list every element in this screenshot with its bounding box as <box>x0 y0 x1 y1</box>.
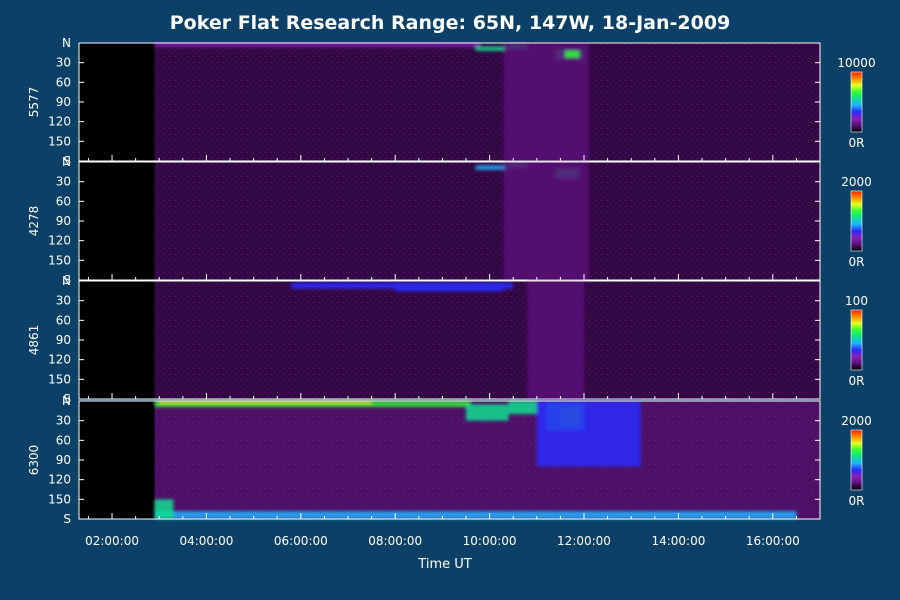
panel-wavelength-label: 6300 <box>27 445 41 476</box>
y-tick-label: N <box>62 274 71 288</box>
panel-wavelength-label: 4278 <box>27 206 41 237</box>
keogram-panels: N 30 60 90 120 150 S 5577 10000 0R N 30 60 90 120 150 S 4… <box>27 36 876 526</box>
y-tick-label: 60 <box>56 313 71 327</box>
y-tick-label: 150 <box>48 134 71 148</box>
y-tick-label: 30 <box>56 294 71 308</box>
x-tick-label: 12:00:00 <box>557 534 611 548</box>
scale-max-label: 2000 <box>841 414 872 428</box>
emission-feature <box>154 499 174 519</box>
emission-feature <box>503 43 589 161</box>
scale-max-label: 2000 <box>841 175 872 189</box>
x-tick-label: 02:00:00 <box>85 534 139 548</box>
y-tick-label: 120 <box>48 115 71 129</box>
y-tick-label: 150 <box>48 372 71 386</box>
y-tick-label: N <box>62 155 71 169</box>
y-tick-label: S <box>63 154 71 168</box>
emission-feature <box>536 401 641 467</box>
y-tick-label: 30 <box>56 414 71 428</box>
time-axis: 02:00:00 04:00:00 06:00:00 08:00:00 10:00:00… <box>85 534 800 548</box>
y-tick-label: 150 <box>48 253 71 267</box>
y-tick-label: S <box>63 392 71 406</box>
y-tick-label: 60 <box>56 433 71 447</box>
color-scale-bar <box>850 429 863 491</box>
y-tick-label: 30 <box>56 56 71 70</box>
emission-feature <box>565 50 580 58</box>
scale-min-label: 0R <box>849 494 865 508</box>
emission-feature <box>466 404 509 421</box>
x-tick-label: 16:00:00 <box>746 534 800 548</box>
emission-feature <box>159 401 372 404</box>
y-tick-label: 90 <box>56 214 71 228</box>
scale-min-label: 0R <box>849 374 865 388</box>
scale-min-label: 0R <box>849 255 865 269</box>
emission-features <box>154 401 797 519</box>
y-tick-label: 120 <box>48 353 71 367</box>
emission-feature <box>154 511 797 519</box>
y-tick-label: N <box>62 394 71 408</box>
panel-4278: N 30 60 90 120 150 S 4278 2000 0R <box>27 155 872 287</box>
emission-feature <box>154 401 471 407</box>
color-scale-bar <box>850 309 863 371</box>
y-tick-label: S <box>63 512 71 526</box>
emission-feature <box>503 162 589 280</box>
emission-noise <box>154 43 820 161</box>
x-tick-label: 04:00:00 <box>179 534 233 548</box>
y-tick-label: S <box>63 273 71 287</box>
x-tick-label: 14:00:00 <box>651 534 705 548</box>
y-tick-label: N <box>62 36 71 50</box>
color-scale-bar <box>850 71 863 133</box>
emission-features <box>291 281 585 399</box>
emission-feature <box>475 165 509 170</box>
panel-5577: N 30 60 90 120 150 S 5577 10000 0R <box>27 36 876 168</box>
emission-feature <box>291 282 514 289</box>
chart-title: Poker Flat Research Range: 65N, 147W, 18… <box>170 12 731 34</box>
y-tick-label: 120 <box>48 234 71 248</box>
panel-6300: N 30 60 90 120 150 S 6300 2000 0R <box>27 394 872 526</box>
emission-features <box>475 162 589 280</box>
emission-feature <box>154 43 481 47</box>
emission-feature <box>508 401 537 415</box>
y-tick-label: 90 <box>56 453 71 467</box>
y-tick-label: 120 <box>48 473 71 487</box>
emission-features <box>154 43 589 161</box>
y-tick-label: 90 <box>56 333 71 347</box>
emission-noise <box>154 281 820 399</box>
panel-wavelength-label: 4861 <box>27 325 41 356</box>
y-tick-label: 150 <box>48 492 71 506</box>
emission-feature <box>475 46 509 51</box>
x-tick-label: 06:00:00 <box>274 534 328 548</box>
panel-wavelength-label: 5577 <box>27 87 41 118</box>
emission-feature <box>527 281 585 399</box>
y-tick-label: 60 <box>56 75 71 89</box>
x-axis-label: Time UT <box>417 557 471 572</box>
y-tick-label: 60 <box>56 194 71 208</box>
panel-4861: N 30 60 90 120 150 S 4861 100 0R <box>27 274 868 406</box>
x-tick-label: 08:00:00 <box>368 534 422 548</box>
y-tick-label: 30 <box>56 175 71 189</box>
emission-feature <box>395 286 504 292</box>
x-tick-label: 10:00:00 <box>463 534 517 548</box>
y-tick-label: 90 <box>56 95 71 109</box>
emission-noise <box>154 162 820 280</box>
color-scale-bar <box>850 190 863 252</box>
scale-min-label: 0R <box>849 136 865 150</box>
scale-max-label: 100 <box>845 294 868 308</box>
scale-max-label: 10000 <box>837 56 875 70</box>
